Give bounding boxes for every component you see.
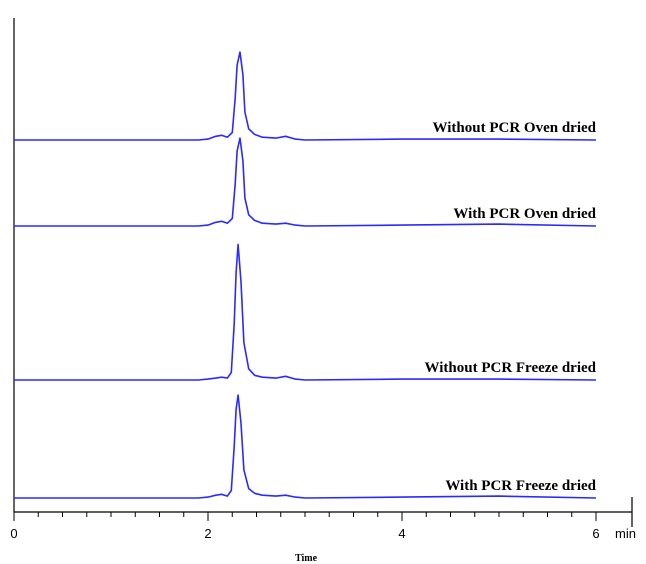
series-trace [14,394,597,499]
x-unit-label: min [615,526,636,541]
series-labels: Without PCR Oven dried With PCR Oven drie… [425,120,597,494]
x-tick-label: 2 [204,526,211,541]
series-trace [14,137,597,227]
series-label: Without PCR Freeze dried [425,360,597,376]
x-tick-label: 0 [10,526,17,541]
x-ticks [13,512,597,521]
x-axis-title: Time [295,553,318,564]
series-label: With PCR Oven dried [453,206,596,222]
series-label: Without PCR Oven dried [433,120,597,136]
x-tick-label: 4 [398,526,405,541]
axes [13,18,633,527]
series-trace [14,51,597,141]
x-tick-label: 6 [592,526,599,541]
series-trace [14,243,597,381]
series-label: With PCR Freeze dried [445,478,596,494]
x-tick-labels: 0 2 4 6 [10,526,599,541]
series-traces [14,51,597,499]
